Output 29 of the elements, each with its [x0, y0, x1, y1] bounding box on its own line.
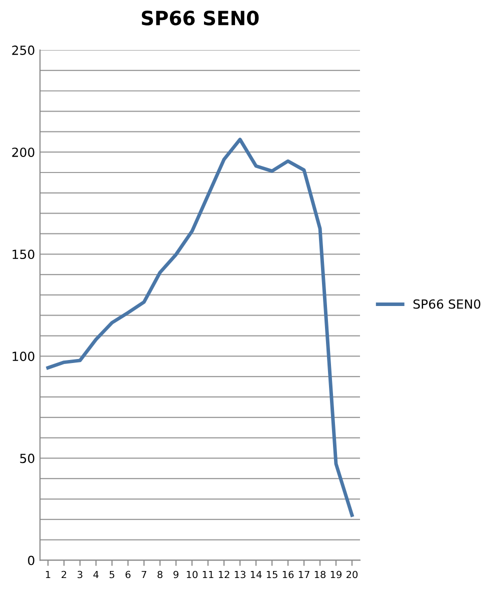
- x-tick-label: 1: [46, 570, 50, 578]
- y-tick-label: 100: [12, 352, 34, 362]
- x-tick-label: 9: [174, 570, 178, 578]
- x-tick-label: 13: [234, 570, 246, 578]
- x-tick-label: 8: [158, 570, 162, 578]
- x-tick-label: 16: [282, 570, 294, 578]
- x-tick-label: 17: [298, 570, 310, 578]
- y-tick-label: 250: [12, 46, 34, 55]
- x-tick-label: 14: [250, 570, 262, 578]
- x-tick-label: 19: [330, 570, 342, 578]
- y-tick-label: 200: [12, 148, 34, 158]
- x-tick-label: 10: [186, 570, 198, 578]
- x-tick-label: 2: [62, 570, 66, 578]
- chart-title: SP66 SEN0: [142, 10, 259, 26]
- x-tick-label: 3: [78, 570, 82, 578]
- legend-label: SP66 SEN0: [413, 299, 480, 309]
- x-tick-label: 4: [93, 570, 99, 578]
- x-tick-label: 15: [266, 570, 278, 578]
- x-tick-label: 11: [202, 570, 214, 578]
- x-tick-label: 7: [142, 570, 146, 578]
- x-tick-label: 6: [126, 570, 130, 578]
- x-tick-label: 12: [218, 570, 230, 578]
- y-tick-label: 150: [12, 250, 34, 260]
- y-tick-label: 0: [28, 556, 34, 566]
- x-tick-label: 5: [110, 570, 114, 578]
- line-series: [46, 138, 354, 517]
- x-tick-label: 20: [346, 570, 358, 578]
- y-tick-label: 50: [20, 454, 34, 464]
- x-tick-label: 18: [314, 570, 326, 578]
